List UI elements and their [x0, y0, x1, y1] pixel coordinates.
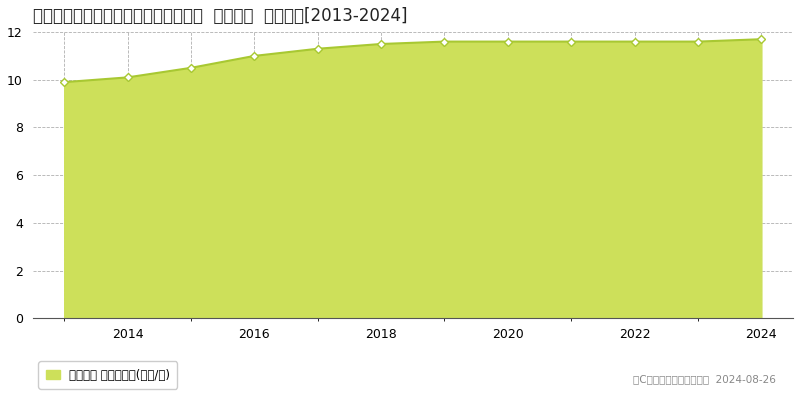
Legend: 地価公示 平均坪単価(万円/坪): 地価公示 平均坪単価(万円/坪)	[38, 362, 178, 389]
Text: 福島県いわき市岩間町天神前２番６外  地価公示  地価推移[2013-2024]: 福島県いわき市岩間町天神前２番６外 地価公示 地価推移[2013-2024]	[33, 7, 407, 25]
Text: （C）土地価格ドットコム  2024-08-26: （C）土地価格ドットコム 2024-08-26	[633, 374, 776, 384]
